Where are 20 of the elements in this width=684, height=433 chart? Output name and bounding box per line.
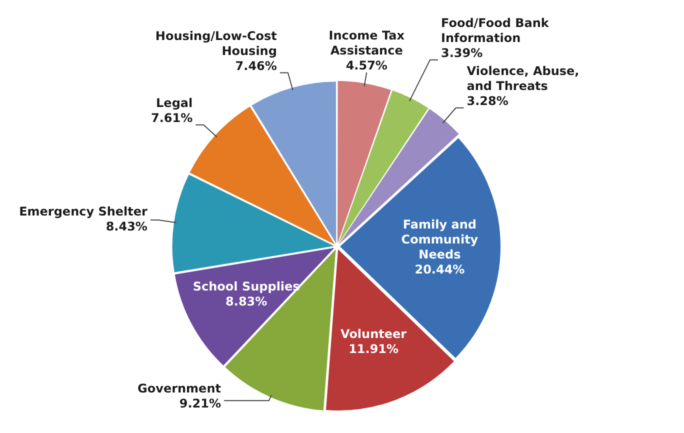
slice-label: Housing/Low-Cost Housing — [155, 28, 278, 58]
slice-label: School Supplies — [192, 279, 300, 294]
slice-label: Government — [138, 381, 222, 396]
slice-label: Volunteer — [340, 327, 407, 342]
slice-label: Violence, Abuse, and Threats — [466, 64, 580, 94]
data-label: 3.28% — [466, 94, 508, 108]
data-label: 20.44% — [414, 262, 465, 276]
slice-label: Legal — [156, 96, 193, 110]
data-label: 8.83% — [226, 294, 268, 308]
data-label: 9.21% — [179, 396, 221, 410]
slice-label: Family and Community Needs — [401, 217, 478, 262]
slice-label: Emergency Shelter — [19, 204, 148, 219]
data-label: 11.91% — [348, 342, 399, 356]
data-label: 7.61% — [150, 111, 193, 125]
slice-label: Income Tax Assistance — [328, 28, 405, 58]
data-label: 8.43% — [106, 220, 148, 234]
slice-label: Food/Food Bank Information — [441, 16, 550, 46]
data-label: 4.57% — [346, 58, 388, 73]
data-label: 7.46% — [235, 58, 277, 73]
data-label: 3.39% — [441, 46, 483, 60]
